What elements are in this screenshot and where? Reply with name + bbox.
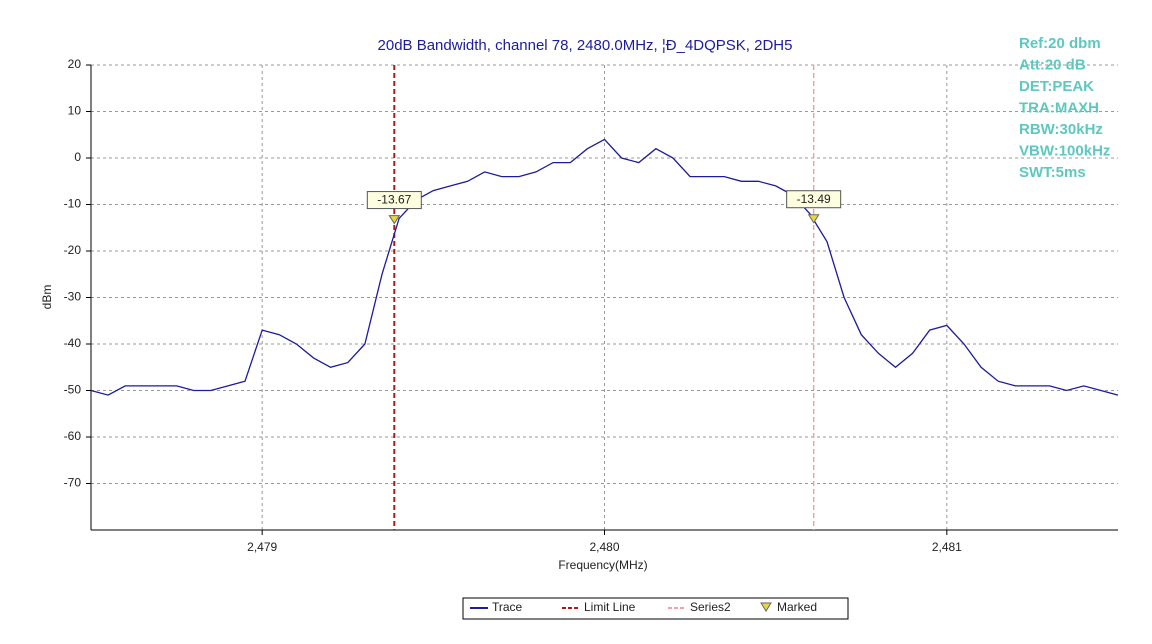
marker bbox=[388, 215, 401, 225]
annotation: DET:PEAK bbox=[1019, 78, 1094, 95]
annotation: SWT:5ms bbox=[1019, 164, 1086, 181]
annotation: VBW:100kHz bbox=[1019, 142, 1110, 159]
marker-label: -13.49 bbox=[797, 192, 831, 206]
marker bbox=[807, 214, 820, 224]
legend-label: Marked bbox=[777, 600, 817, 614]
legend-label: Limit Line bbox=[584, 600, 636, 614]
annotation: TRA:MAXH bbox=[1019, 99, 1099, 116]
x-tick-label: 2,481 bbox=[932, 540, 962, 554]
legend-label: Series2 bbox=[690, 600, 731, 614]
x-tick-label: 2,480 bbox=[589, 540, 619, 554]
plot-area bbox=[91, 65, 1118, 530]
y-tick-label: 0 bbox=[74, 150, 81, 164]
y-tick-label: -30 bbox=[64, 290, 82, 304]
y-tick-label: -40 bbox=[64, 336, 82, 350]
y-tick-label: 20 bbox=[68, 57, 82, 71]
legend-label: Trace bbox=[492, 600, 523, 614]
marker-label-box bbox=[786, 190, 842, 209]
annotation: RBW:30kHz bbox=[1019, 121, 1103, 138]
y-tick-label: -50 bbox=[64, 383, 82, 397]
legend-swatch bbox=[760, 602, 772, 612]
y-tick-label: -10 bbox=[64, 197, 82, 211]
y-tick-label: -20 bbox=[64, 243, 82, 257]
x-tick-label: 2,479 bbox=[247, 540, 277, 554]
x-axis-label: Frequency(MHz) bbox=[558, 558, 647, 572]
annotation: Att:20 dB bbox=[1019, 56, 1086, 73]
y-tick-label: 10 bbox=[68, 104, 82, 118]
y-tick-label: -70 bbox=[64, 476, 82, 490]
y-axis-label: dBm bbox=[40, 285, 54, 310]
marker-label-box bbox=[366, 191, 422, 210]
marker-label: -13.67 bbox=[377, 193, 411, 207]
y-tick-label: -60 bbox=[64, 429, 82, 443]
annotation: Ref:20 dbm bbox=[1019, 35, 1101, 52]
legend-box bbox=[462, 597, 849, 620]
trace-line bbox=[90, 138, 1119, 396]
chart-title: 20dB Bandwidth, channel 78, 2480.0MHz, ¦… bbox=[378, 37, 793, 54]
